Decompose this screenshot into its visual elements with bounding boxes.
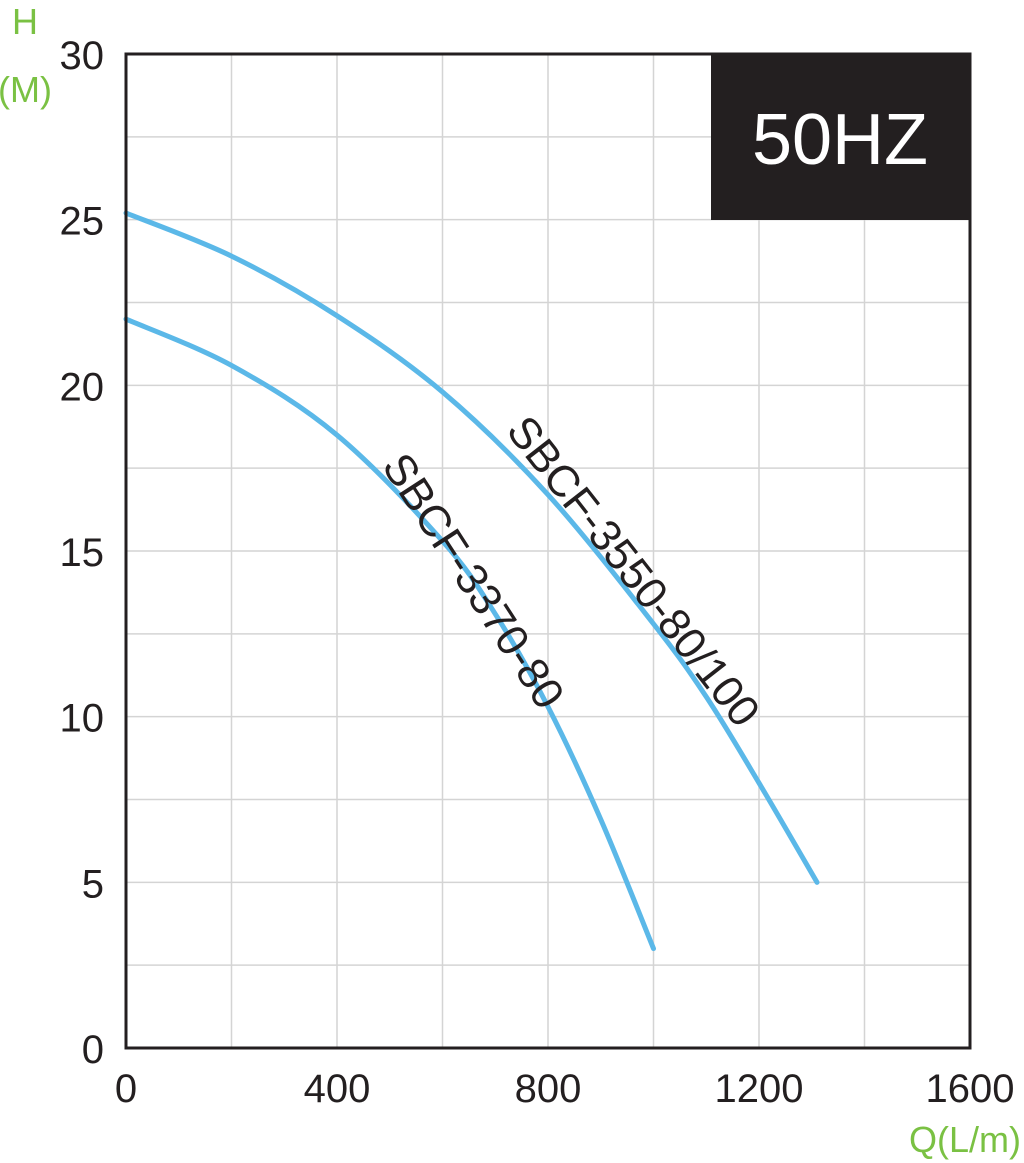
x-tick-label: 1200 (715, 1067, 804, 1111)
y-axis-title: H (12, 1, 38, 42)
frequency-badge-text: 50HZ (752, 100, 928, 180)
x-tick-label: 1600 (926, 1067, 1015, 1111)
y-tick-label: 5 (82, 862, 104, 906)
y-tick-label: 25 (60, 200, 105, 244)
y-axis-unit: (M) (0, 69, 52, 110)
y-tick-label: 20 (60, 365, 105, 409)
x-tick-label: 800 (515, 1067, 582, 1111)
x-tick-label: 400 (304, 1067, 371, 1111)
curve-line-1 (123, 210, 820, 885)
x-axis-title: Q(L/m) (909, 1119, 1021, 1160)
plot-frame (124, 52, 972, 1050)
y-tick-label: 15 (60, 531, 105, 575)
frequency-badge: 50HZ (711, 54, 970, 220)
x-tick-label: 0 (115, 1067, 137, 1111)
y-tick-label: 30 (60, 34, 105, 78)
x-tick-labels: 0 400 800 1200 1600 (115, 1067, 1015, 1111)
frequency-badge-background (711, 54, 970, 220)
curve-line-2 (123, 316, 656, 952)
y-tick-label: 10 (60, 697, 105, 741)
y-tick-labels: 0 5 10 15 20 25 30 (60, 34, 105, 1072)
y-tick-label: 0 (82, 1028, 104, 1072)
pump-curves (123, 210, 820, 952)
